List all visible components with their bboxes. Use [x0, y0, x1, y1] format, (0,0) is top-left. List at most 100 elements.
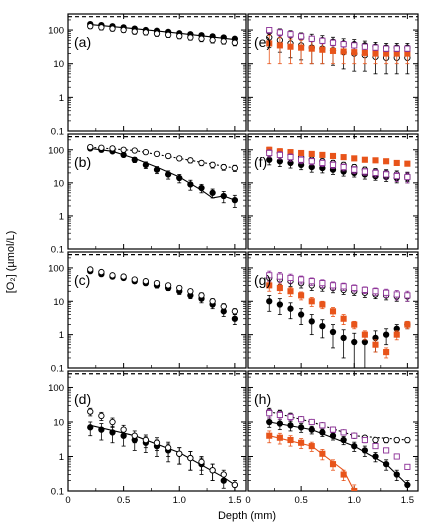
y-tick-label: 100	[48, 26, 64, 37]
data-point	[319, 450, 326, 457]
data-point	[329, 432, 337, 439]
data-point	[372, 50, 379, 57]
y-tick-label: 0.1	[51, 245, 64, 256]
data-point	[120, 151, 127, 159]
data-point	[142, 29, 150, 36]
data-point	[231, 164, 239, 172]
y-tick-label: 0.1	[51, 487, 64, 498]
data-point	[287, 274, 294, 282]
data-point	[209, 161, 216, 169]
data-point	[98, 24, 105, 31]
data-point	[340, 41, 347, 48]
data-point	[298, 149, 305, 157]
data-point	[308, 35, 315, 42]
data-point	[329, 461, 337, 468]
data-point	[276, 284, 283, 292]
data-point	[164, 31, 172, 39]
data-point	[276, 434, 283, 441]
data-point	[231, 315, 239, 322]
y-axis-label: [O₂] (µmol/L)	[5, 231, 17, 294]
data-point	[308, 298, 315, 305]
y-tick-label: 100	[48, 145, 64, 156]
panel-g: (g)	[247, 251, 419, 369]
data-point	[351, 338, 358, 346]
data-point	[383, 171, 390, 178]
data-point	[87, 266, 94, 273]
x-tick-label: 1.0	[173, 495, 186, 506]
data-point	[220, 38, 227, 45]
data-point	[142, 148, 150, 156]
data-point	[120, 426, 127, 433]
data-point	[287, 422, 294, 429]
data-point	[142, 278, 150, 285]
y-tick-label: 0.1	[51, 127, 64, 138]
panel-plot-area	[87, 20, 239, 47]
data-point	[109, 25, 116, 32]
data-point	[340, 471, 347, 478]
data-point	[351, 284, 358, 292]
data-point	[340, 429, 347, 436]
data-point	[153, 30, 161, 37]
panel-e: (e)	[247, 13, 419, 132]
data-point	[361, 331, 368, 338]
data-point	[351, 442, 358, 450]
data-point	[220, 303, 227, 310]
data-point	[231, 196, 239, 204]
data-point	[319, 46, 326, 53]
data-point	[131, 276, 138, 283]
data-point	[404, 481, 411, 489]
data-point	[164, 282, 172, 289]
data-point	[361, 43, 368, 50]
data-point	[266, 432, 273, 439]
x-tick-label: 0.5	[295, 495, 308, 506]
data-point	[131, 147, 138, 154]
data-point	[164, 171, 172, 178]
x-tick-label: 1.5	[401, 495, 414, 506]
data-point	[404, 436, 411, 444]
data-point	[340, 154, 347, 161]
data-point	[87, 23, 94, 30]
data-point	[266, 298, 273, 305]
data-point	[298, 276, 305, 283]
data-point	[340, 315, 347, 322]
data-point	[87, 408, 94, 415]
y-tick-label: 0.1	[51, 364, 64, 375]
data-point	[276, 273, 283, 280]
data-point	[393, 453, 400, 460]
data-point	[176, 174, 183, 182]
data-point	[361, 168, 368, 175]
data-point	[198, 184, 205, 192]
data-point	[276, 411, 283, 418]
data-point	[308, 443, 315, 450]
data-point	[308, 418, 315, 426]
data-point	[209, 298, 216, 305]
panel-label: (f)	[254, 154, 267, 170]
data-point	[266, 282, 273, 289]
data-point	[231, 308, 239, 315]
data-point	[361, 436, 368, 444]
data-point	[287, 288, 294, 295]
data-point	[329, 39, 337, 46]
data-point	[351, 166, 358, 173]
data-point	[209, 467, 216, 474]
data-point	[153, 279, 161, 287]
data-point	[308, 45, 315, 52]
data-point	[393, 471, 400, 478]
data-point	[120, 146, 127, 153]
x-tick-label: 1.5	[228, 495, 241, 506]
data-point	[351, 321, 358, 328]
data-point	[109, 145, 116, 152]
data-point	[187, 288, 194, 295]
panel-a: 0.1 1 10 100 (a)	[48, 13, 247, 138]
data-point	[98, 268, 105, 276]
panel-frame	[67, 133, 247, 250]
data-point	[287, 436, 294, 444]
panel-d: 0.1 1 10 100 0 0.5 1.0 1.5 (d)	[48, 370, 247, 506]
x-tick-label: 0	[65, 495, 70, 506]
panel-frame	[247, 251, 419, 369]
data-point	[266, 40, 273, 47]
data-point	[276, 420, 284, 427]
data-point	[120, 26, 127, 34]
data-point	[266, 149, 273, 157]
